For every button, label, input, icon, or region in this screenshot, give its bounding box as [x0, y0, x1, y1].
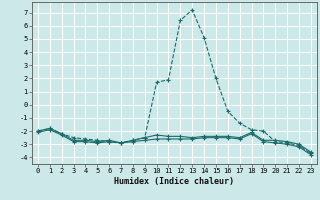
- X-axis label: Humidex (Indice chaleur): Humidex (Indice chaleur): [115, 177, 234, 186]
